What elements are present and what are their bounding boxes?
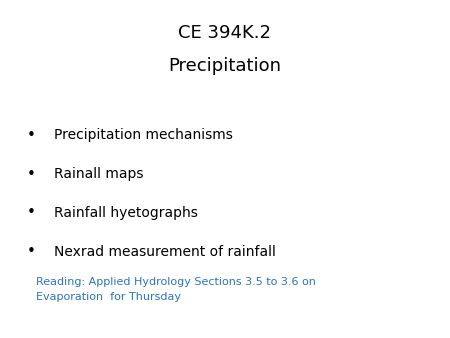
Text: Rainfall hyetographs: Rainfall hyetographs [54, 206, 198, 220]
Text: •: • [27, 167, 36, 182]
Text: Nexrad measurement of rainfall: Nexrad measurement of rainfall [54, 245, 276, 259]
Text: Precipitation: Precipitation [168, 57, 282, 75]
Text: •: • [27, 206, 36, 220]
Text: CE 394K.2: CE 394K.2 [179, 24, 271, 42]
Text: Rainall maps: Rainall maps [54, 167, 144, 181]
Text: Precipitation mechanisms: Precipitation mechanisms [54, 128, 233, 142]
Text: •: • [27, 244, 36, 259]
Text: Reading: Applied Hydrology Sections 3.5 to 3.6 on
Evaporation  for Thursday: Reading: Applied Hydrology Sections 3.5 … [36, 277, 316, 302]
Text: •: • [27, 128, 36, 143]
